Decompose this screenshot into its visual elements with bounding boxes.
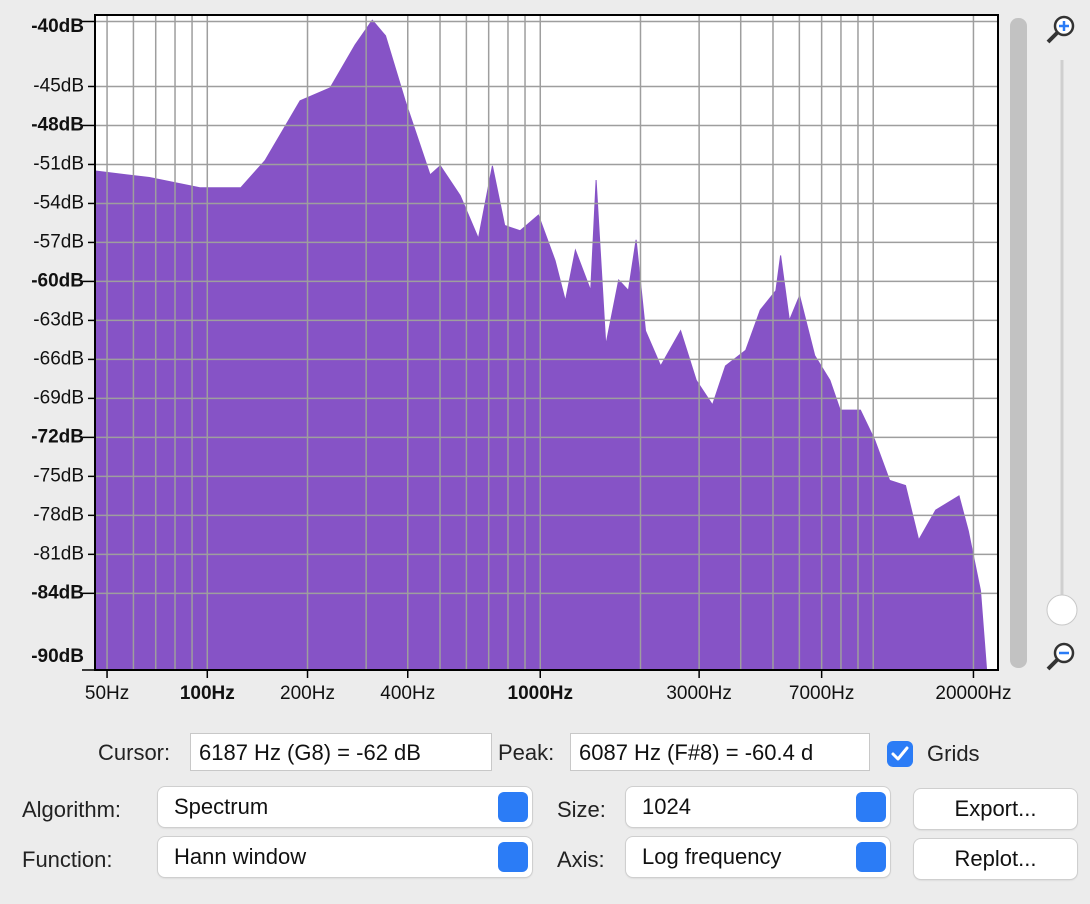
grids-label: Grids [927, 741, 980, 766]
checkmark [891, 746, 909, 761]
zoom-out-icon[interactable] [1046, 642, 1075, 671]
function-value: Hann window [174, 844, 307, 869]
x-tick-label: 3000Hz [666, 683, 732, 704]
zoom-slider-thumb[interactable] [1046, 594, 1078, 626]
replot-button[interactable]: Replot... [914, 839, 1077, 879]
peak-label: Peak: [498, 740, 555, 765]
y-tick-label: -69dB [33, 387, 84, 408]
stepper [856, 792, 886, 822]
plot-border [94, 14, 999, 671]
zoom-in-icon[interactable] [1046, 15, 1075, 44]
peak-field[interactable]: 6087 Hz (F#8) = -60.4 d [570, 733, 870, 771]
size-label: Size: [557, 797, 606, 822]
x-tick-label: 100Hz [180, 683, 235, 704]
stepper [498, 842, 528, 872]
y-tick-label: -51dB [33, 153, 84, 174]
y-tick-label: -45dB [33, 75, 84, 96]
y-tick-label: -63dB [33, 309, 84, 330]
x-tick-label: 50Hz [85, 683, 129, 704]
y-tick-label: -72dB [31, 426, 84, 447]
size-select[interactable]: 1024 [626, 787, 890, 827]
algorithm-select[interactable]: Spectrum [158, 787, 532, 827]
y-tick-label: -84dB [31, 582, 84, 603]
axis-select[interactable]: Log frequency [626, 837, 890, 877]
checkmark-path [891, 746, 909, 761]
spectrum-chart: -40dB -45dB -48dB -51dB -54dB -57dB -60dB -63dB… [31, 14, 1078, 704]
y-tick-label: -54dB [33, 192, 84, 213]
y-tick-label: -78dB [33, 504, 84, 525]
stepper [856, 842, 886, 872]
size-value: 1024 [642, 794, 691, 819]
y-tick-label: -66dB [33, 348, 84, 369]
export-button[interactable]: Export... [914, 789, 1077, 829]
x-tick-label: 7000Hz [789, 683, 855, 704]
x-tick-label: 200Hz [280, 683, 335, 704]
axis-value: Log frequency [642, 844, 782, 869]
axis-label: Axis: [557, 847, 605, 872]
x-tick-label: 1000Hz [508, 683, 574, 704]
y-tick-label: -57dB [33, 231, 84, 252]
stepper [498, 792, 528, 822]
algorithm-value: Spectrum [174, 794, 269, 819]
cursor-label: Cursor: [98, 740, 171, 765]
y-tick-label: -60dB [31, 270, 84, 291]
vertical-scrollbar[interactable] [1010, 18, 1027, 668]
y-tick-label: -75dB [33, 465, 84, 486]
y-tick-label: -40dB [31, 16, 84, 37]
algorithm-label: Algorithm: [22, 797, 122, 822]
grids-checkbox[interactable] [887, 741, 913, 767]
x-tick-label: 20000Hz [935, 683, 1011, 704]
y-tick-label: -48dB [31, 114, 84, 135]
y-tick-label: -81dB [33, 543, 84, 564]
x-tick-label: 400Hz [380, 683, 435, 704]
y-tick-label: -90dB [31, 646, 84, 667]
function-label: Function: [22, 847, 113, 872]
function-select[interactable]: Hann window [158, 837, 532, 877]
cursor-field[interactable]: 6187 Hz (G8) = -62 dB [190, 733, 492, 771]
